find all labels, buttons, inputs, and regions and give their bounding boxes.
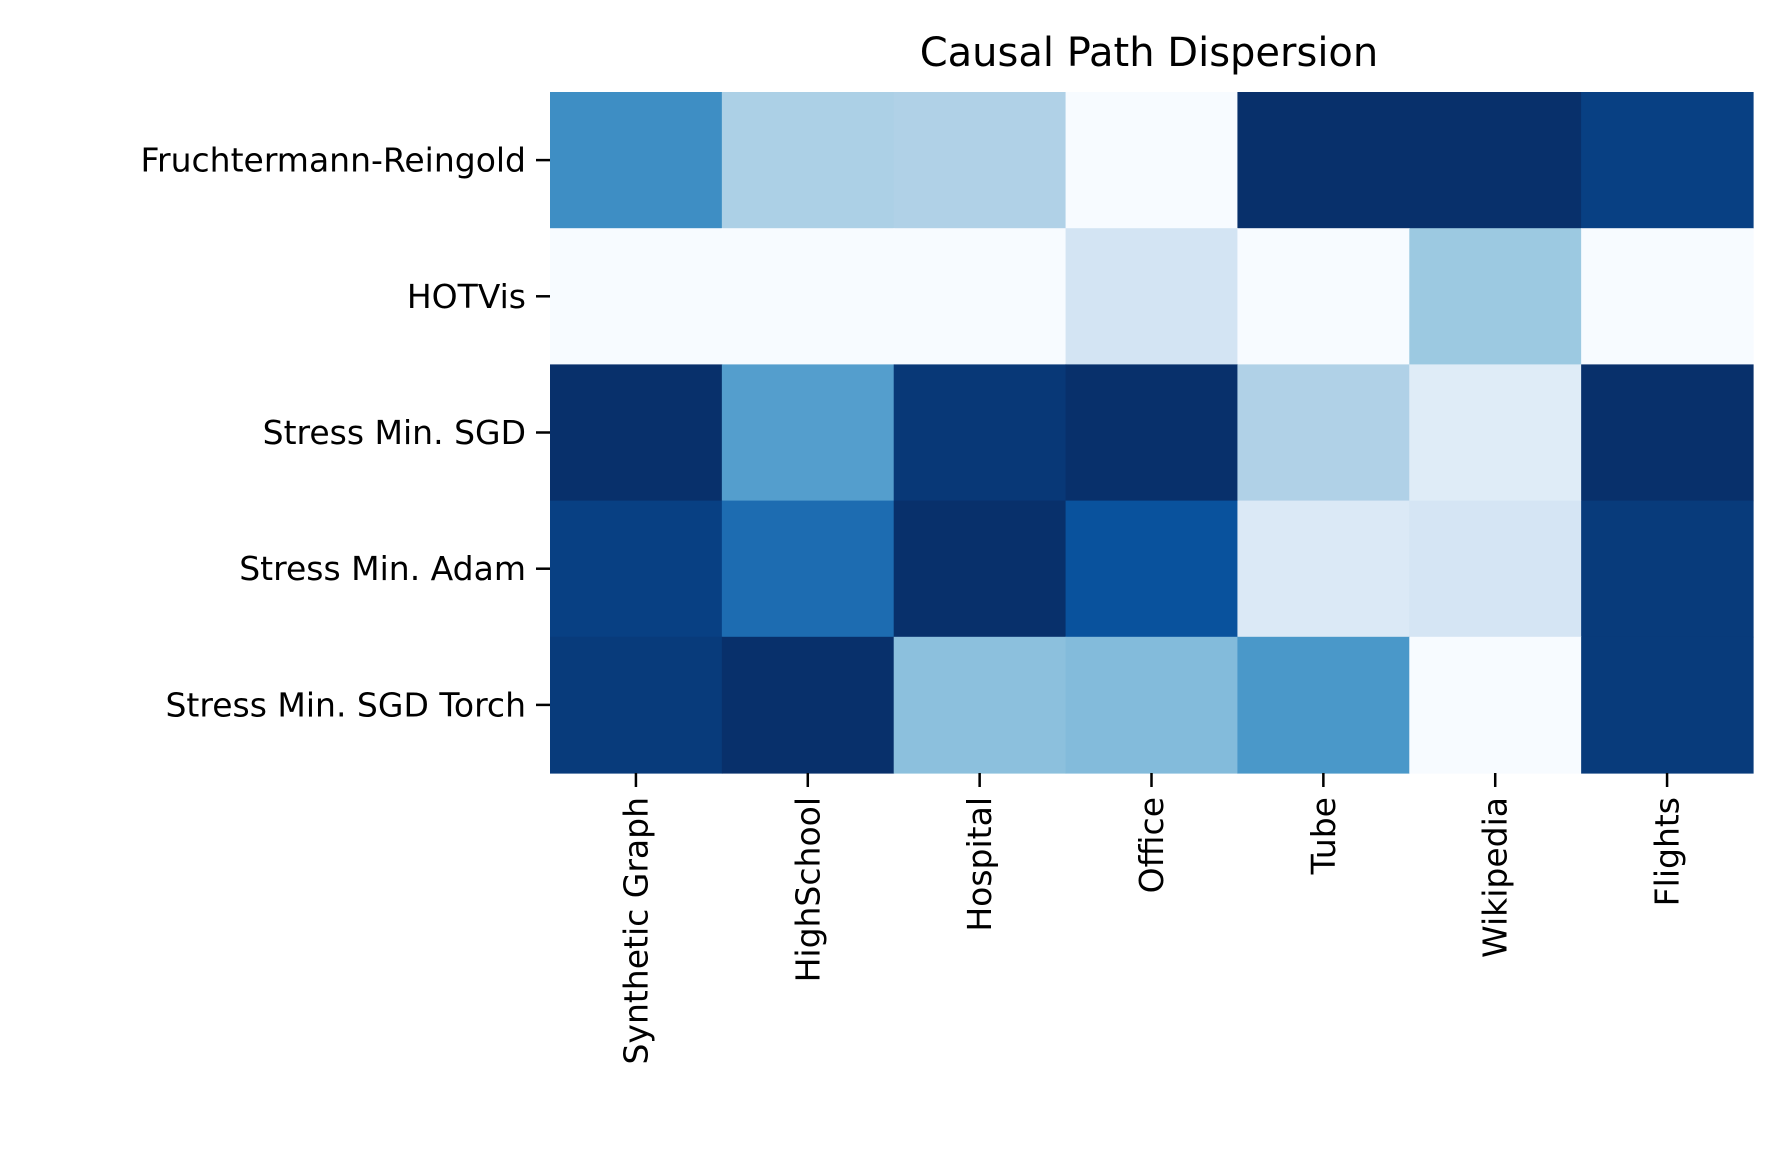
heatmap-cell-r3-c5 — [1409, 500, 1582, 638]
heatmap-cell-r1-c5 — [1409, 228, 1582, 365]
heatmap-cell-r3-c2 — [893, 500, 1067, 638]
heatmap-cell-r4-c0 — [550, 636, 723, 774]
heatmap-cell-r1-c3 — [1065, 228, 1239, 365]
heatmap-cell-r3-c1 — [721, 500, 895, 638]
heatmap-cell-r2-c5 — [1409, 364, 1582, 502]
y-tick-label: Stress Min. SGD — [263, 413, 526, 452]
x-axis: Synthetic Graph HighSchool Hospital Office T… — [616, 773, 1687, 1065]
heatmap-cells — [550, 92, 1754, 774]
y-tick-label: Fruchtermann-Reingold — [140, 141, 526, 180]
heatmap-cell-r4-c2 — [893, 636, 1067, 774]
chart-title: Causal Path Dispersion — [920, 30, 1379, 76]
x-tick-label: HighSchool — [788, 797, 827, 982]
heatmap-cell-r2-c3 — [1065, 364, 1239, 502]
heatmap-cell-r3-c0 — [550, 500, 723, 638]
heatmap-cell-r2-c2 — [893, 364, 1067, 502]
heatmap-cell-r3-c4 — [1237, 500, 1410, 638]
heatmap-cell-r0-c5 — [1409, 92, 1582, 229]
x-tick-label: Flights — [1648, 797, 1687, 906]
heatmap-cell-r0-c0 — [550, 92, 723, 229]
heatmap-cell-r4-c4 — [1237, 636, 1410, 774]
heatmap-cell-r2-c0 — [550, 364, 723, 502]
heatmap-cell-r0-c4 — [1237, 92, 1410, 229]
x-tick-label: Tube — [1304, 797, 1343, 875]
x-tick-label: Office — [1132, 797, 1171, 893]
heatmap-cell-r4-c6 — [1581, 636, 1754, 774]
heatmap-cell-r4-c1 — [721, 636, 895, 774]
heatmap-cell-r2-c1 — [721, 364, 895, 502]
heatmap-cell-r3-c3 — [1065, 500, 1239, 638]
heatmap-cell-r1-c6 — [1581, 228, 1754, 365]
y-axis: Fruchtermann-Reingold HOTVis Stress Min. S… — [140, 141, 550, 724]
heatmap-cell-r0-c3 — [1065, 92, 1239, 229]
y-tick-label: Stress Min. Adam — [239, 549, 526, 588]
x-tick-label: Synthetic Graph — [616, 797, 655, 1065]
heatmap-cell-r2-c4 — [1237, 364, 1410, 502]
heatmap-cell-r4-c3 — [1065, 636, 1239, 774]
heatmap-cell-r2-c6 — [1581, 364, 1754, 502]
y-tick-label: HOTVis — [407, 277, 526, 316]
heatmap-cell-r0-c1 — [721, 92, 895, 229]
heatmap-cell-r3-c6 — [1581, 500, 1754, 638]
heatmap-cell-r1-c2 — [893, 228, 1067, 365]
y-tick-label: Stress Min. SGD Torch — [165, 685, 526, 724]
heatmap-cell-r1-c1 — [721, 228, 895, 365]
heatmap-cell-r1-c0 — [550, 228, 723, 365]
heatmap-cell-r0-c2 — [893, 92, 1067, 229]
heatmap-cell-r0-c6 — [1581, 92, 1754, 229]
x-tick-label: Wikipedia — [1476, 797, 1515, 958]
heatmap-cell-r1-c4 — [1237, 228, 1410, 365]
heatmap-cell-r4-c5 — [1409, 636, 1582, 774]
x-tick-label: Hospital — [960, 797, 999, 932]
